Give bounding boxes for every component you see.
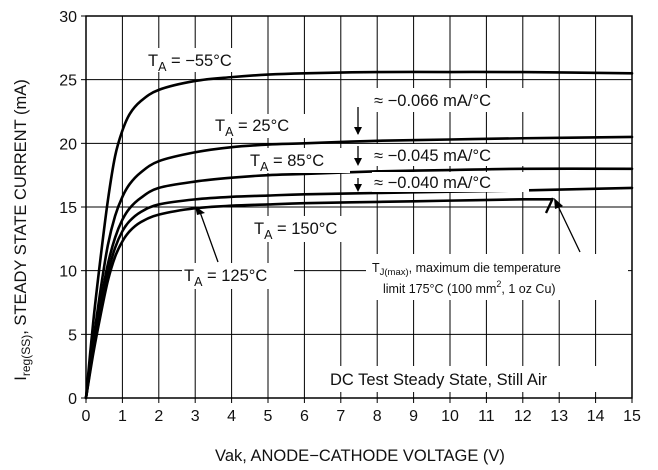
x-tick-label: 11 xyxy=(478,408,495,425)
arrows xyxy=(195,107,581,263)
arrow-125 xyxy=(199,211,219,263)
x-tick-label: 10 xyxy=(441,408,459,425)
x-tick-label: 2 xyxy=(154,408,163,425)
curve-p85 xyxy=(84,167,634,400)
x-tick-label: 13 xyxy=(550,408,568,425)
x-tick-label: 7 xyxy=(336,408,345,425)
x-tick-label: 5 xyxy=(264,408,273,425)
coefficient-annotations: ≈ −0.066 mA/°C ≈ −0.045 mA/°C ≈ −0.040 m… xyxy=(372,88,532,192)
label-p125: TA = 125°C xyxy=(184,267,267,289)
x-tick-label: 12 xyxy=(514,408,532,425)
arrow-tjmax-head xyxy=(554,198,563,209)
y-tick-label: 30 xyxy=(59,9,77,26)
curve-p25 xyxy=(84,135,634,400)
y-tick-label: 10 xyxy=(59,264,77,281)
tjmax-endmark xyxy=(544,197,555,214)
x-tick-label: 1 xyxy=(118,408,127,425)
curves xyxy=(84,70,634,400)
coef-066: ≈ −0.066 mA/°C xyxy=(374,92,491,110)
x-tick-label: 9 xyxy=(409,408,418,425)
coef-045: ≈ −0.045 mA/°C xyxy=(374,147,491,165)
label-m55: TA = −55°C xyxy=(148,52,232,74)
y-tick-label: 20 xyxy=(59,136,77,153)
arrow-tjmax xyxy=(557,205,581,253)
grid xyxy=(81,15,633,403)
label-p25: TA = 25°C xyxy=(215,117,289,139)
x-tick-label: 0 xyxy=(82,408,91,425)
y-tick-label: 25 xyxy=(59,73,77,90)
curve-p125 xyxy=(84,197,554,400)
arrow-125-head xyxy=(195,206,205,215)
coef-040: ≈ −0.040 mA/°C xyxy=(374,174,491,192)
curve-m55 xyxy=(84,70,634,400)
label-p85: TA = 85°C xyxy=(250,152,324,174)
x-axis-title: Vak, ANODE−CATHODE VOLTAGE (V) xyxy=(215,447,505,465)
arrow-coef3-head xyxy=(354,184,362,192)
x-tick-label: 3 xyxy=(191,408,200,425)
tjmax-note: TJ(max), maximum die temperature limit 1… xyxy=(366,254,628,300)
x-tick-label: 14 xyxy=(587,408,605,425)
curve-p150 xyxy=(84,186,634,400)
plot-frame xyxy=(85,15,633,399)
test-condition-note: DC Test Steady State, Still Air xyxy=(330,371,548,389)
y-tick-label: 15 xyxy=(59,200,77,217)
y-tick-label: 0 xyxy=(68,391,77,408)
tjmax-line2: limit 175°C (100 mm2, 1 oz Cu) xyxy=(383,279,556,296)
curve-labels: TA = −55°C TA = 25°C TA = 85°C TA = 150°… xyxy=(145,48,364,289)
y-axis-title: Ireg(SS), STEADY STATE CURRENT (mA) xyxy=(12,79,33,380)
tjmax-line1: TJ(max), maximum die temperature xyxy=(372,261,561,278)
arrow-coef2-head xyxy=(354,158,362,166)
y-tick-label: 5 xyxy=(68,327,77,344)
x-tick-label: 4 xyxy=(227,408,236,425)
x-tick-label: 6 xyxy=(300,408,309,425)
x-tick-label: 8 xyxy=(373,408,382,425)
label-p150: TA = 150°C xyxy=(254,220,337,242)
arrow-coef1-head xyxy=(354,127,362,135)
x-tick-label: 15 xyxy=(623,408,641,425)
